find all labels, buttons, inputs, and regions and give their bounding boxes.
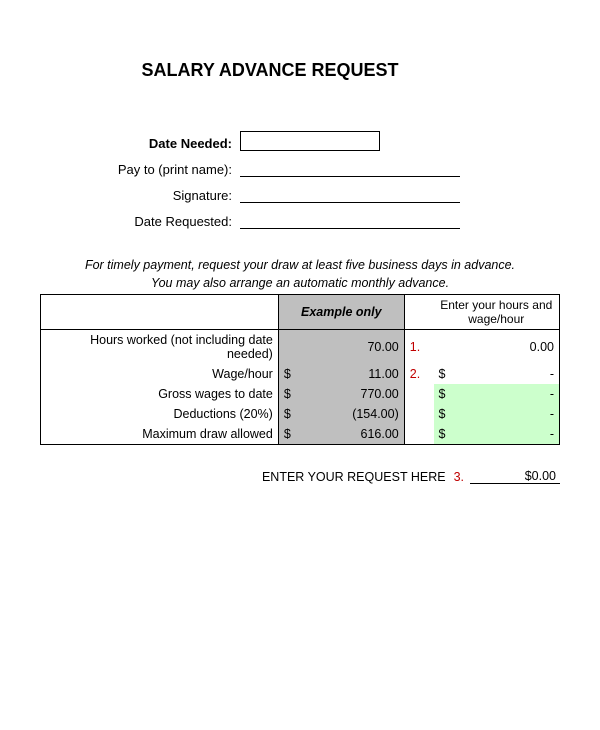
user-value[interactable]: - <box>459 364 560 384</box>
header-num-blank <box>404 295 433 330</box>
row-label: Maximum draw allowed <box>41 424 279 445</box>
table-header-row: Example only Enter your hours and wage/h… <box>41 295 560 330</box>
request-value[interactable]: $0.00 <box>470 469 560 484</box>
user-currency: $ <box>434 404 459 424</box>
header-blank <box>41 295 279 330</box>
table-row: Gross wages to date$770.00$- <box>41 384 560 404</box>
request-row: ENTER YOUR REQUEST HERE 3. $0.00 <box>40 469 560 484</box>
example-value: 770.00 <box>304 384 405 404</box>
user-currency[interactable]: $ <box>434 364 459 384</box>
signature-row: Signature: <box>40 187 560 203</box>
request-number: 3. <box>446 470 470 484</box>
user-currency: $ <box>434 424 459 445</box>
user-value: - <box>459 424 560 445</box>
table-row: Hours worked (not including date needed)… <box>41 330 560 365</box>
user-value: - <box>459 384 560 404</box>
user-currency: $ <box>434 384 459 404</box>
user-currency[interactable] <box>434 330 459 365</box>
date-requested-field[interactable] <box>240 213 460 229</box>
example-currency: $ <box>278 384 303 404</box>
example-currency: $ <box>278 404 303 424</box>
signature-label: Signature: <box>40 188 240 203</box>
table-row: Deductions (20%)$(154.00)$- <box>41 404 560 424</box>
row-label: Hours worked (not including date needed) <box>41 330 279 365</box>
pay-to-row: Pay to (print name): <box>40 161 560 177</box>
date-needed-row: Date Needed: <box>40 131 560 151</box>
table-row: Wage/hour$11.002.$- <box>41 364 560 384</box>
row-label: Gross wages to date <box>41 384 279 404</box>
date-requested-label: Date Requested: <box>40 214 240 229</box>
row-number <box>404 424 433 445</box>
example-value: 70.00 <box>304 330 405 365</box>
calculation-table: Example only Enter your hours and wage/h… <box>40 294 560 445</box>
row-label: Wage/hour <box>41 364 279 384</box>
signature-field[interactable] <box>240 187 460 203</box>
page-title: SALARY ADVANCE REQUEST <box>0 60 560 81</box>
pay-to-label: Pay to (print name): <box>40 162 240 177</box>
header-user: Enter your hours and wage/hour <box>434 295 560 330</box>
request-label: ENTER YOUR REQUEST HERE <box>262 470 446 484</box>
example-value: 616.00 <box>304 424 405 445</box>
table-row: Maximum draw allowed$616.00$- <box>41 424 560 445</box>
example-value: (154.00) <box>304 404 405 424</box>
instructions: For timely payment, request your draw at… <box>40 257 560 292</box>
example-value: 11.00 <box>304 364 405 384</box>
example-currency: $ <box>278 424 303 445</box>
user-value: - <box>459 404 560 424</box>
instructions-line2: You may also arrange an automatic monthl… <box>151 276 449 290</box>
row-number <box>404 384 433 404</box>
row-label: Deductions (20%) <box>41 404 279 424</box>
instructions-line1: For timely payment, request your draw at… <box>85 258 515 272</box>
date-requested-row: Date Requested: <box>40 213 560 229</box>
example-currency <box>278 330 303 365</box>
user-value[interactable]: 0.00 <box>459 330 560 365</box>
pay-to-field[interactable] <box>240 161 460 177</box>
document-page: SALARY ADVANCE REQUEST Date Needed: Pay … <box>0 0 600 524</box>
date-needed-label: Date Needed: <box>40 136 240 151</box>
example-currency: $ <box>278 364 303 384</box>
header-example: Example only <box>278 295 404 330</box>
date-needed-field[interactable] <box>240 131 380 151</box>
row-number <box>404 404 433 424</box>
row-number: 2. <box>404 364 433 384</box>
row-number: 1. <box>404 330 433 365</box>
